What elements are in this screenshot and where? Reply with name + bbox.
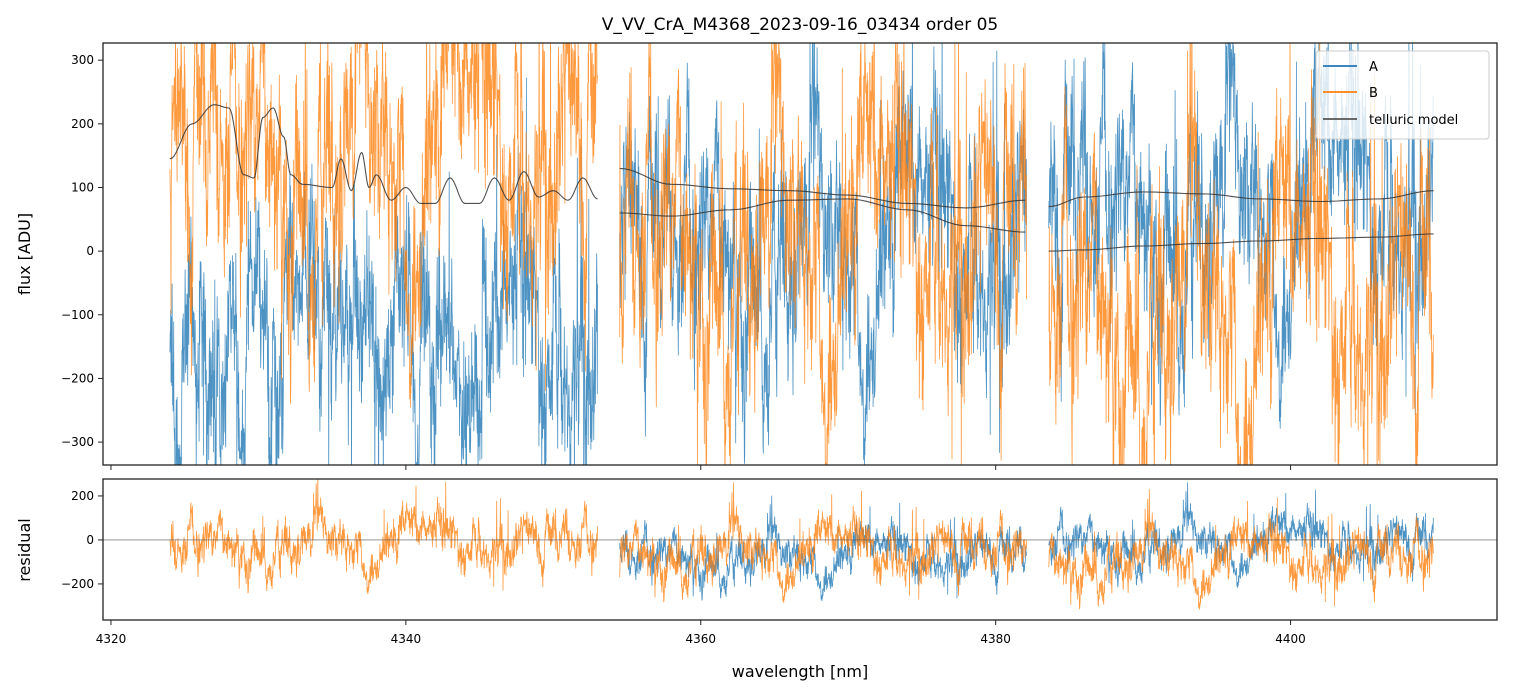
series-b-segment bbox=[1048, 488, 1434, 610]
flux-panel bbox=[169, 43, 1434, 465]
legend-label-model: telluric model bbox=[1369, 113, 1458, 128]
chart-title: V_VV_CrA_M4368_2023-09-16_03434 order 05 bbox=[602, 15, 998, 35]
series-b-segment bbox=[1048, 43, 1434, 465]
series-b-segment bbox=[169, 43, 598, 408]
x-tick-label: 4360 bbox=[685, 632, 716, 646]
legend-label-b: B bbox=[1369, 86, 1378, 101]
y-tick-label: 300 bbox=[71, 53, 94, 67]
residual-axes-frame bbox=[102, 478, 1498, 621]
telluric-model-line bbox=[619, 198, 1026, 233]
y-tick-label: 200 bbox=[71, 489, 94, 503]
series-a-segment bbox=[619, 43, 1027, 465]
y-tick-label: 0 bbox=[86, 244, 94, 258]
legend-label-a: A bbox=[1369, 60, 1378, 75]
x-axis-label: wavelength [nm] bbox=[732, 662, 869, 681]
y-tick-label: −100 bbox=[61, 308, 94, 322]
flux-axes-frame bbox=[102, 42, 1498, 466]
telluric-model-line bbox=[169, 104, 598, 204]
x-tick-label: 4320 bbox=[96, 632, 127, 646]
flux-ylabel: flux [ADU] bbox=[15, 213, 34, 295]
y-tick-label: −200 bbox=[61, 371, 94, 385]
residual-ylabel: residual bbox=[15, 518, 34, 581]
legend: A B telluric model bbox=[1315, 50, 1490, 140]
y-tick-label: −200 bbox=[61, 577, 94, 591]
x-tick-label: 4400 bbox=[1275, 632, 1306, 646]
series-b-segment bbox=[619, 482, 1027, 603]
series-a-segment bbox=[619, 495, 1027, 602]
x-tick-label: 4380 bbox=[980, 632, 1011, 646]
residual-panel bbox=[103, 479, 1497, 610]
x-tick-label: 4340 bbox=[391, 632, 422, 646]
telluric-model-line bbox=[619, 167, 1026, 209]
series-b-segment bbox=[619, 43, 1027, 465]
y-tick-label: 100 bbox=[71, 180, 94, 194]
y-tick-label: 200 bbox=[71, 117, 94, 131]
y-tick-label: 0 bbox=[86, 533, 94, 547]
telluric-model-line bbox=[1048, 190, 1434, 208]
series-b-segment bbox=[169, 479, 598, 595]
series-a-segment bbox=[1048, 43, 1434, 429]
series-a-segment bbox=[1048, 482, 1434, 588]
y-tick-label: −300 bbox=[61, 435, 94, 449]
telluric-model-line bbox=[1048, 233, 1434, 252]
